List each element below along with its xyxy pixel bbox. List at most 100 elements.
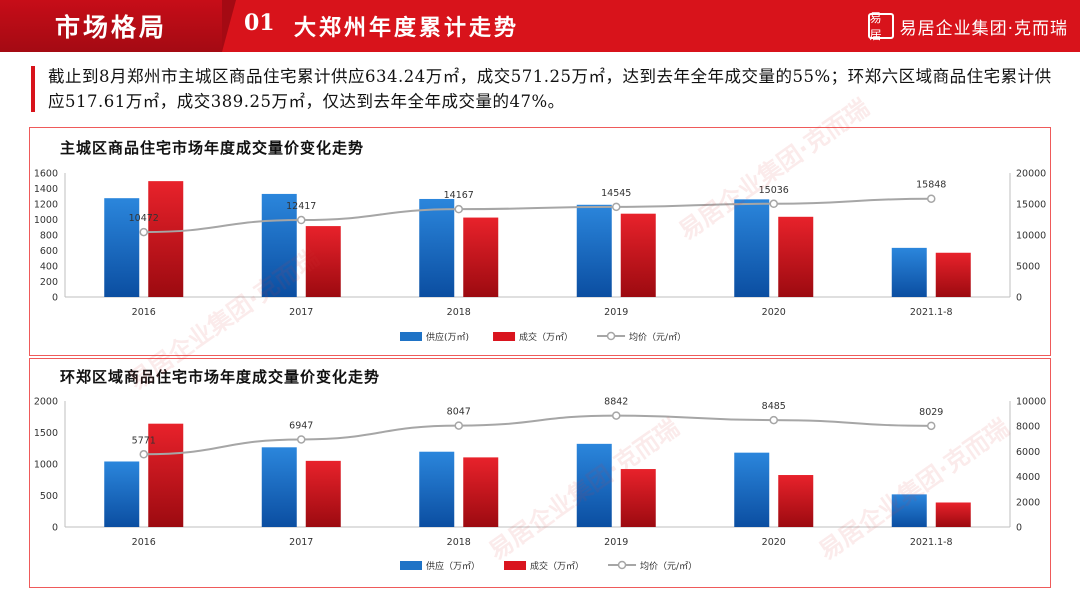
category-label: 2019 bbox=[604, 307, 628, 318]
right-tick-label: 4000 bbox=[1016, 472, 1040, 483]
section-label: 市场格局 bbox=[0, 0, 222, 52]
category-label: 2017 bbox=[289, 537, 313, 548]
price-point bbox=[139, 227, 148, 237]
right-tick-label: 10000 bbox=[1016, 231, 1046, 242]
left-tick-label: 800 bbox=[40, 231, 58, 242]
category-label: 2020 bbox=[762, 537, 786, 548]
bar-deal bbox=[620, 469, 656, 527]
category-label: 2018 bbox=[447, 307, 471, 318]
brand-name: 易居企业集团·克而瑞 bbox=[899, 18, 1068, 39]
bar-deal bbox=[778, 475, 814, 527]
price-point bbox=[769, 415, 778, 425]
legend-marker-price bbox=[606, 331, 616, 341]
category-label: 2016 bbox=[132, 307, 156, 318]
left-tick-label: 1000 bbox=[34, 215, 58, 226]
legend-label-deal: 成交（万㎡） bbox=[519, 331, 573, 343]
category-label: 2019 bbox=[604, 537, 628, 548]
category-label: 2018 bbox=[447, 537, 471, 548]
left-tick-label: 2000 bbox=[34, 397, 58, 408]
price-data-label: 8029 bbox=[919, 407, 943, 418]
right-tick-label: 8000 bbox=[1016, 422, 1040, 433]
bar-deal bbox=[935, 252, 971, 297]
bar-deal bbox=[148, 181, 184, 297]
price-data-label: 15848 bbox=[916, 180, 946, 191]
left-tick-label: 200 bbox=[40, 277, 58, 288]
price-line bbox=[143, 197, 932, 234]
price-point bbox=[297, 435, 306, 444]
bar-deal bbox=[305, 460, 341, 527]
category-label: 2016 bbox=[132, 537, 156, 548]
right-tick-label: 5000 bbox=[1016, 262, 1040, 273]
price-data-label: 8842 bbox=[604, 397, 628, 408]
bar-deal bbox=[463, 457, 499, 527]
left-tick-label: 500 bbox=[40, 491, 58, 502]
chart-panel-surrounding bbox=[29, 358, 1051, 588]
bar-supply bbox=[734, 199, 770, 297]
price-point bbox=[454, 421, 463, 430]
legend-marker-price bbox=[617, 560, 627, 570]
legend-swatch-deal bbox=[493, 332, 516, 341]
legend-label-deal: 成交（万㎡） bbox=[530, 560, 584, 572]
left-tick-label: 1000 bbox=[34, 460, 58, 471]
legend-swatch-supply bbox=[400, 561, 422, 570]
tab-notch bbox=[222, 0, 236, 52]
price-data-label: 10472 bbox=[129, 213, 159, 224]
bar-supply bbox=[261, 193, 297, 297]
price-data-label: 15036 bbox=[759, 185, 789, 196]
price-point bbox=[612, 202, 621, 212]
left-tick-label: 400 bbox=[40, 262, 58, 273]
left-tick-label: 1500 bbox=[34, 428, 58, 439]
bar-deal bbox=[935, 502, 971, 527]
bar-deal bbox=[148, 423, 184, 527]
summary-text: 截止到8月郑州市主城区商品住宅累计供应634.24万㎡，成交571.25万㎡，达… bbox=[48, 67, 1052, 111]
summary-accent-bar bbox=[31, 66, 35, 112]
right-tick-label: 0 bbox=[1016, 523, 1022, 534]
brand-logo: 易居 易居企业集团·克而瑞 bbox=[867, 11, 1068, 42]
price-point bbox=[454, 204, 463, 214]
price-point bbox=[927, 194, 936, 203]
chart-panel-main-city bbox=[29, 127, 1051, 356]
bar-deal bbox=[463, 217, 499, 297]
category-label: 2017 bbox=[289, 307, 313, 318]
price-data-label: 14545 bbox=[601, 188, 631, 199]
legend-label-price: 均价（元/㎡） bbox=[629, 331, 686, 343]
price-point bbox=[927, 421, 936, 431]
price-data-label: 6947 bbox=[289, 420, 313, 431]
right-tick-label: 10000 bbox=[1016, 397, 1046, 408]
price-point bbox=[297, 215, 306, 225]
bar-supply bbox=[104, 461, 140, 527]
left-tick-label: 1400 bbox=[34, 184, 58, 195]
bar-supply bbox=[419, 198, 455, 297]
bar-supply bbox=[891, 494, 927, 527]
section-number: 01 bbox=[244, 10, 275, 36]
bar-deal bbox=[305, 226, 341, 297]
bar-supply bbox=[891, 247, 927, 297]
bar-supply bbox=[576, 443, 612, 527]
right-tick-label: 2000 bbox=[1016, 497, 1040, 508]
price-data-label: 8047 bbox=[447, 407, 471, 418]
price-data-label: 8485 bbox=[762, 401, 786, 412]
category-label: 2021.1-8 bbox=[910, 537, 953, 548]
category-label: 2021.1-8 bbox=[910, 307, 953, 318]
legend-label-price: 均价（元/㎡） bbox=[640, 560, 697, 572]
price-data-label: 5771 bbox=[132, 435, 156, 446]
left-tick-label: 1600 bbox=[34, 169, 58, 180]
bar-supply bbox=[104, 198, 140, 297]
price-line bbox=[143, 414, 932, 456]
right-tick-label: 0 bbox=[1016, 293, 1022, 304]
left-tick-label: 1200 bbox=[34, 200, 58, 211]
right-tick-label: 20000 bbox=[1016, 169, 1046, 180]
right-tick-label: 15000 bbox=[1016, 200, 1046, 211]
legend-swatch-supply bbox=[400, 332, 422, 341]
price-point bbox=[769, 199, 778, 209]
left-tick-label: 0 bbox=[52, 293, 58, 304]
price-point bbox=[139, 450, 148, 459]
chart-title-surrounding: 环郑区域商品住宅市场年度成交量价变化走势 bbox=[60, 368, 381, 386]
bar-supply bbox=[261, 447, 297, 527]
chart-title-main-city: 主城区商品住宅市场年度成交量价变化走势 bbox=[60, 139, 365, 157]
left-tick-label: 600 bbox=[40, 246, 58, 257]
right-tick-label: 6000 bbox=[1016, 447, 1040, 458]
brand-mark-icon: 易居 bbox=[867, 11, 894, 42]
price-data-label: 14167 bbox=[444, 190, 474, 201]
